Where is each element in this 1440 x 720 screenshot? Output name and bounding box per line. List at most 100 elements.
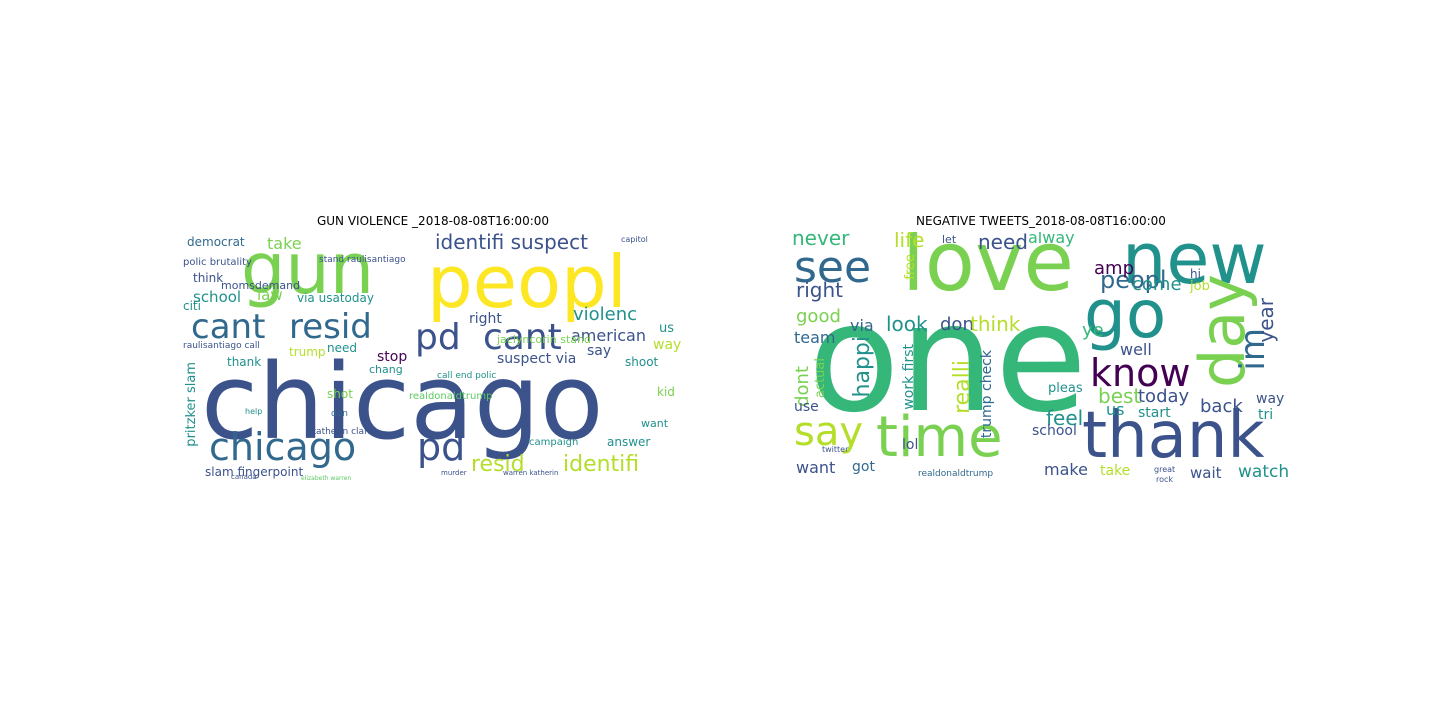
wordcloud: chicago gun peopl cant resid pd cant chi… [183,232,683,482]
cloud-word: way [653,337,682,353]
cloud-word: today [1138,386,1190,407]
cloud-word: wait [1190,464,1222,482]
cloud-word: warren katherin [503,469,559,477]
cloud-word: right [469,311,502,327]
cloud-word: polic brutality [183,257,252,268]
cloud-word: pritzker slam [184,362,199,447]
cloud-word: via usatoday [297,291,374,305]
cloud-word: thank [1082,399,1265,473]
cloud-word: elizabeth warren [301,475,352,482]
cloud-word: stop [377,349,408,365]
wordcloud: one love new go day thank time say see k… [792,232,1292,482]
cloud-word: peopl [1100,266,1167,294]
cloud-word: best [1098,384,1142,408]
cloud-word: chicago [201,341,604,463]
cloud-word: school [193,288,242,306]
cloud-word: love [902,232,1074,310]
cloud-word: say [587,343,612,359]
cloud-word: capitol [621,235,648,244]
cloud-word: hi [1190,267,1201,281]
cloud-word: tri [1258,407,1274,423]
cloud-word: team [794,328,836,347]
cloud-word: right [796,278,843,302]
cloud-word: rock [1156,475,1174,483]
cloud-word: good [796,306,841,327]
cloud-word: never [792,232,850,250]
cloud-word: momsdemand [221,279,301,292]
cloud-word: kid [657,385,675,399]
cloud-word: murder [441,469,467,477]
cloud-word: resid [289,307,372,347]
cloud-word: way [1256,391,1285,407]
cloud-word: free [903,254,918,280]
cloud-word: want [641,417,669,430]
cloud-word: law [257,286,283,304]
cloud-word: feel [1046,406,1084,430]
cloud-word: take [1100,463,1131,479]
cloud-word: lol [902,437,919,453]
cloud-word: chang [369,363,403,376]
cloud-word: actual [813,358,828,399]
cloud-word: canada [231,473,257,481]
cloud-word: amp [1094,258,1134,279]
cloud-word: one [808,272,1088,446]
cloud-word: twitter [822,445,849,454]
cloud-word: alway [1028,232,1075,247]
cloud-word: let [942,233,957,246]
cloud-word: realdonaldtrump [409,391,493,402]
cloud-word: come [1132,274,1182,295]
cloud-word: peopl [427,240,627,324]
cloud-word: raulisantiago call [183,341,260,351]
cloud-word: need [327,341,357,355]
cloud-word: watch [1238,462,1290,482]
cloud-word: know [1090,351,1191,395]
cloud-word: got [852,459,875,475]
cloud-word: pleas [1048,381,1083,396]
cloud-word: think [193,271,224,285]
cloud-word: look [886,312,928,336]
cloud-word: answer [607,435,651,449]
cloud-word: call end polic [437,371,497,381]
cloud-word: need [978,232,1028,254]
cloud-word: say [794,409,864,455]
cloud-word: realdonaldtrump [918,469,994,479]
cloud-word: work first [901,344,917,410]
cloud-word: cant [191,307,266,347]
cloud-word: start [1138,405,1171,421]
cloud-word: cant [483,317,562,358]
cloud-word: us [1106,400,1125,419]
cloud-word: think [970,312,1021,336]
cloud-word: don [940,314,974,335]
cloud-word: school [1032,423,1077,439]
cloud-word: time [876,405,1003,470]
panel-title: NEGATIVE TWEETS_2018-08-08T16:00:00 [916,214,1166,228]
cloud-word: pd [415,317,461,358]
cloud-word: shot [327,387,353,401]
cloud-word: us [659,321,675,336]
cloud-word: identifi suspect [435,232,588,254]
cloud-word: citi [183,299,201,313]
cloud-word: make [1044,460,1088,479]
cloud-word: back [1200,396,1243,417]
cloud-word: shoot [625,355,659,369]
cloud-word: ye [1082,320,1104,341]
cloud-word: don [331,409,348,419]
cloud-word: stand raulisantiago [319,255,406,265]
cloud-word: trump check [979,350,995,439]
cloud-word: go [1084,276,1167,353]
cloud-word: chicago [209,425,357,469]
cloud-word: democrat [187,235,245,249]
cloud-word: realli [950,360,975,414]
cloud-word: suspect via [497,351,577,367]
cloud-word: violenc [573,304,638,325]
cloud-word: resid [471,452,525,477]
cloud-word: life [894,232,925,252]
cloud-word: well [1120,340,1152,359]
cloud-word: see [794,242,872,293]
cloud-word: identifi [563,452,640,477]
cloud-word: want [796,458,836,477]
cloud-word: job [1190,279,1210,294]
cloud-word: american [571,326,646,345]
cloud-word: gun [241,232,375,310]
cloud-word: thank [227,355,262,369]
